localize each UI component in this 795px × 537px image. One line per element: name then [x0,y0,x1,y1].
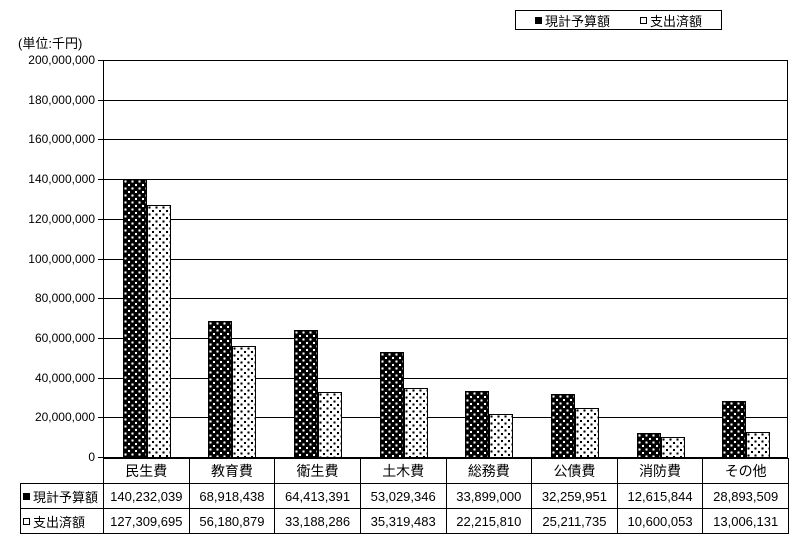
y-axis-tick-label: 120,000,000 [28,212,95,226]
gridline [98,60,787,61]
table-row-label: 支出済額 [20,508,104,534]
table-corner-blank [21,459,104,484]
bar-budget-公債費 [551,394,575,458]
bar-spent-民生費 [147,205,171,458]
table-body: 現計予算額 140,232,039 68,918,438 64,413,391 53,0… [20,483,789,534]
legend-label-spent: 支出済額 [650,13,703,29]
table-row-label-text: 支出済額 [33,514,86,530]
table-header-cell-民生費: 民生費 [103,458,190,484]
y-axis-tick-label: 20,000,000 [34,410,95,424]
legend-item-budget: 現計予算額 [534,11,610,30]
bar-spent-教育費 [232,346,256,458]
y-axis-tick-label: 200,000,000 [28,53,95,67]
gridline [98,100,787,101]
gridline [98,179,787,180]
open-square-icon [23,517,30,525]
y-axis-tick-label: 60,000,000 [34,331,95,345]
table-cell-民生費-支出済額: 127,309,695 [103,508,190,534]
table-header-cell-公債費: 公債費 [531,458,618,484]
data-table: 民生費 教育費 衛生費 土木費 総務費 公債費 消防費 その他 現計予算額 140,232,03… [20,458,789,534]
table-cell-教育費-現計予算額: 68,918,438 [188,483,276,509]
open-square-icon [640,16,647,24]
table-header-cell-総務費: 総務費 [445,458,533,484]
table-cell-消防費-現計予算額: 12,615,844 [616,483,704,509]
bar-spent-総務費 [489,414,513,458]
bar-budget-消防費 [637,433,661,458]
table-row-label: 現計予算額 [20,483,104,509]
y-axis-tick-label: 40,000,000 [34,371,95,385]
table-cell-総務費-現計予算額: 33,899,000 [445,483,533,509]
table-header-cell-衛生費: 衛生費 [274,458,361,484]
table-cell-民生費-現計予算額: 140,232,039 [103,483,190,509]
table-row-現計予算額: 現計予算額 140,232,039 68,918,438 64,413,391 53,0… [20,483,789,509]
filled-square-icon [23,492,30,500]
y-axis-tick-labels: 0 20,000,000 40,000,000 60,000,000 80,000,00… [0,0,95,537]
table-cell-土木費-現計予算額: 53,029,346 [359,483,447,509]
table-header-row: 民生費 教育費 衛生費 土木費 総務費 公債費 消防費 その他 [21,458,789,484]
bar-budget-総務費 [465,391,489,458]
gridline [98,139,787,140]
legend: 現計予算額 支出済額 [515,10,722,30]
table-cell-公債費-支出済額: 25,211,735 [531,508,618,534]
table-cell-総務費-支出済額: 22,215,810 [445,508,533,534]
y-axis-tick-label: 0 [88,450,95,464]
gridline [98,457,787,458]
table-cell-衛生費-現計予算額: 64,413,391 [274,483,361,509]
gridline [98,378,787,379]
y-axis-tick-label: 80,000,000 [34,291,95,305]
table-header-cell-教育費: 教育費 [188,458,276,484]
table-cell-その他-現計予算額: 28,893,509 [702,483,789,509]
y-axis-unit-label: (単位:千円) [18,36,83,51]
bar-spent-消防費 [661,437,685,458]
plot-area [98,60,788,458]
table-head: 民生費 教育費 衛生費 土木費 総務費 公債費 消防費 その他 [21,458,789,484]
table-row-label-text: 現計予算額 [33,489,99,505]
gridline [98,219,787,220]
bar-budget-教育費 [208,321,232,458]
table-cell-その他-支出済額: 13,006,131 [702,508,789,534]
bar-budget-土木費 [380,352,404,458]
bar-spent-土木費 [404,388,428,458]
bar-spent-公債費 [575,408,599,458]
table-cell-消防費-支出済額: 10,600,053 [616,508,704,534]
gridline [98,338,787,339]
gridline [98,259,787,260]
bar-spent-衛生費 [318,392,342,458]
y-axis-tick-label: 180,000,000 [28,93,95,107]
table-header-cell-消防費: 消防費 [616,458,704,484]
bar-budget-民生費 [123,179,147,458]
table-header-cell-その他: その他 [702,458,789,484]
table-cell-土木費-支出済額: 35,319,483 [359,508,447,534]
y-axis-tick-label: 140,000,000 [28,172,95,186]
table-cell-教育費-支出済額: 56,180,879 [188,508,276,534]
bar-spent-その他 [746,432,770,458]
y-axis-tick-label: 160,000,000 [28,132,95,146]
bar-budget-その他 [722,401,746,458]
gridline [98,298,787,299]
y-axis-tick-label: 100,000,000 [28,252,95,266]
gridline [98,417,787,418]
table-header-cell-土木費: 土木費 [359,458,447,484]
table-cell-衛生費-支出済額: 33,188,286 [274,508,361,534]
filled-square-icon [534,16,542,24]
legend-item-spent: 支出済額 [640,11,702,30]
table-cell-公債費-現計予算額: 32,259,951 [531,483,618,509]
bar-budget-衛生費 [294,330,318,458]
table-row-支出済額: 支出済額 127,309,695 56,180,879 33,188,286 35,31… [20,508,789,534]
legend-label-budget: 現計予算額 [544,13,610,29]
